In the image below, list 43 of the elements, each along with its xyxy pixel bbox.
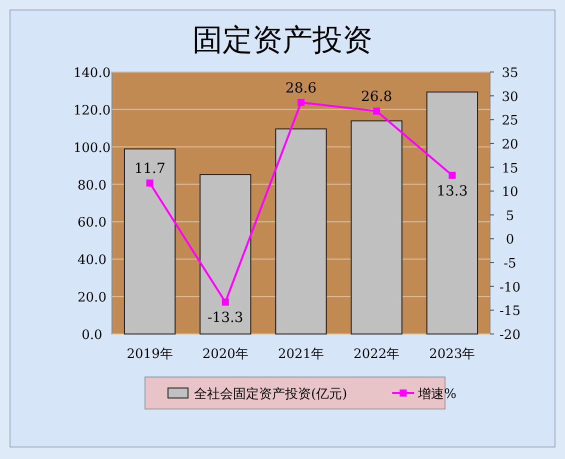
y2-tick-label: 10 [502, 185, 518, 200]
y2-tick-label: 35 [502, 66, 518, 81]
y-tick-label: 100.0 [73, 140, 111, 156]
x-tick-label: 2022年 [354, 347, 400, 362]
point [373, 108, 380, 115]
y2-tick-label: 30 [502, 90, 518, 105]
data-label: 11.7 [134, 160, 166, 177]
y-tick-label: 0.0 [82, 328, 102, 343]
y2-tick-label: 25 [502, 114, 518, 129]
y2-tick-label: 0 [506, 232, 514, 248]
y2-tick-label: 5 [506, 208, 514, 224]
chart-title: 固定资产投资 [192, 23, 372, 58]
data-label: 26.8 [361, 89, 392, 106]
y-tick-label: 120.0 [73, 103, 111, 118]
bar [350, 120, 402, 334]
y2-tick-label: -10 [500, 280, 520, 296]
data-label: 13.3 [436, 183, 468, 200]
bar [275, 128, 327, 334]
y-tick-label: 140.0 [73, 66, 111, 81]
bar [200, 174, 252, 334]
y2-tick-label: -5 [504, 256, 516, 272]
data-label: -13.3 [207, 310, 244, 326]
point [448, 172, 456, 179]
y-tick-label: 20.0 [78, 290, 106, 306]
y2-tick-label: 20 [502, 137, 518, 152]
x-tick-label: 2021年 [278, 347, 324, 362]
point [222, 298, 229, 306]
point [298, 98, 304, 106]
legend-label: 全社会固定资产投资(亿元) [194, 387, 348, 402]
point [146, 179, 154, 186]
y2-tick-label: -20 [500, 328, 520, 343]
bar [124, 148, 176, 334]
y-tick-label: 60.0 [78, 216, 106, 231]
x-tick-label: 2020年 [202, 347, 248, 362]
bar [426, 92, 478, 334]
x-tick-label: 2019年 [126, 347, 173, 362]
y-tick-label: 80.0 [78, 178, 106, 194]
y-tick-label: 40.0 [78, 253, 106, 268]
data-label: 28.6 [285, 80, 317, 96]
legend-label: 增速% [417, 387, 457, 402]
y2-tick-label: -15 [500, 304, 520, 320]
x-tick-label: 2023年 [429, 347, 476, 362]
y2-tick-label: 15 [502, 161, 518, 176]
